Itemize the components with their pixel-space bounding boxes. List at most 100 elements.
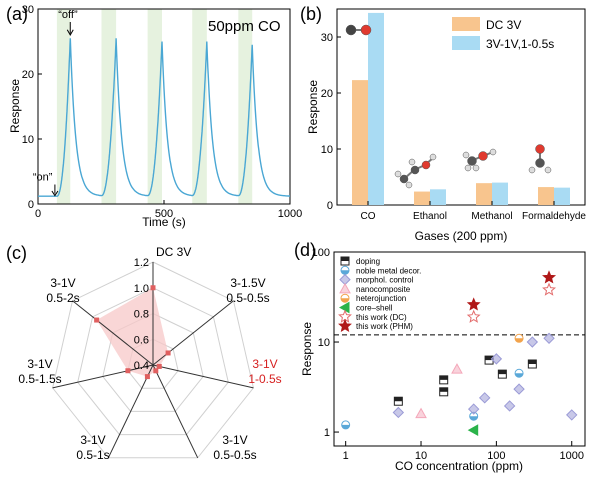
legend-swatch: [452, 17, 480, 31]
co-oxygen-atom: [360, 24, 372, 36]
radar-area: [96, 287, 169, 377]
radar-spoke: [152, 300, 234, 366]
radar-point: [150, 285, 156, 291]
morphol-control-point: [526, 336, 539, 348]
bar-dc: [476, 183, 492, 205]
bar-dc: [414, 191, 430, 205]
bar-pulsed: [430, 189, 446, 205]
panel-d-xlabel: CO concentration (ppm): [395, 459, 523, 473]
morphol-control-point: [503, 400, 516, 412]
noble-metal-decor-point-fill: [515, 373, 524, 378]
panel-d-frame: [333, 251, 586, 447]
radar-point: [125, 368, 131, 374]
radar-point: [144, 374, 150, 380]
legend-marker: [338, 301, 350, 314]
panel-a-annotation: 50ppm CO: [208, 18, 281, 35]
bar-pulsed: [368, 12, 384, 206]
radar-spoke: [152, 364, 254, 389]
legend-label: core–shell: [356, 304, 393, 313]
response-line: [38, 38, 290, 197]
this-work-phm-point: [542, 270, 557, 284]
y-tick-label: 20: [321, 88, 333, 100]
y-tick-label: 30: [22, 4, 34, 16]
legend-label: heterojunction: [356, 294, 406, 303]
radar-point: [153, 368, 159, 374]
y-tick-label: 1: [324, 427, 330, 439]
legend-marker: [339, 282, 351, 294]
morphol-control-point: [467, 403, 480, 415]
this-work-phm-point: [466, 297, 481, 311]
radar-axis-label: DC 3V: [156, 245, 191, 259]
y-tick-label: 0: [28, 199, 34, 211]
radar-spoke: [152, 364, 199, 459]
morphol-control-point: [490, 353, 503, 365]
doping-point-fill: [394, 397, 403, 402]
category-label: Methanol: [471, 211, 512, 222]
ethanol-hydrogen-atom: [429, 153, 437, 161]
category-label: CO: [361, 211, 376, 222]
y-tick-label: 10: [321, 144, 333, 156]
gas-on-band: [101, 9, 117, 204]
nanocomposite-point: [415, 407, 427, 419]
co-carbon-atom: [345, 24, 357, 36]
gas-on-band: [238, 9, 253, 204]
nanocomposite-point: [451, 363, 463, 374]
x-tick-label: 1: [343, 450, 349, 462]
radar-axis-label: 3-1V: [222, 433, 247, 447]
ethanol-hydrogen-atom: [394, 170, 402, 178]
radar-axis-label: 0.5-0.5s: [213, 448, 256, 462]
off-marker-label: “off”: [58, 9, 78, 21]
formaldehyde-carbon-atom: [535, 158, 545, 168]
doping-point-fill: [439, 387, 448, 392]
radar-axis-label: 0.5-1.5s: [18, 372, 61, 386]
radar-axis-label: 0.5-0.5s: [226, 291, 269, 305]
radar-axis-label: 3-1V: [252, 357, 277, 371]
legend-marker: [338, 318, 352, 333]
doping-point-fill: [485, 356, 494, 361]
formaldehyde-hydrogen-atom: [544, 166, 552, 174]
y-tick-label: 10: [22, 134, 34, 146]
doping-point-fill: [498, 370, 507, 375]
x-tick-label: 1000: [559, 450, 583, 462]
this-work-dc-point: [542, 282, 557, 296]
radar-point: [156, 363, 162, 369]
radar-axis-label: 0.5-2s: [46, 291, 79, 305]
legend-label: noble metal decor.: [356, 266, 421, 275]
legend-label: nanocomposite: [356, 285, 411, 294]
radar-spoke: [107, 364, 154, 459]
ring-label: 0.8: [134, 309, 149, 321]
methanol-hydrogen-atom: [472, 164, 480, 172]
panel-a-xlabel: Time (s): [142, 215, 186, 229]
morphol-control-point: [513, 383, 525, 395]
panel-label-a: (a): [6, 4, 28, 24]
radar-ring: [52, 261, 254, 459]
panel-label-d: (d): [294, 240, 316, 260]
ring-label: 1.2: [134, 257, 149, 269]
category-label: Formaldehyde: [522, 211, 586, 222]
legend-label: this work (PHM): [356, 322, 413, 331]
gas-on-band: [192, 9, 207, 204]
morphol-control-point: [392, 406, 405, 419]
legend-swatch: [452, 36, 480, 50]
panel-d: CO concentration (ppm) Response 1 10 100 10…: [300, 247, 586, 473]
noble-metal-decor-point-fill: [469, 416, 478, 421]
panel-a: 50ppm CO Time (s) Response 0 500 1000 0 10 20…: [8, 4, 302, 229]
ethanol-carbon-atom: [399, 174, 409, 184]
x-tick-label: 1000: [278, 208, 302, 220]
x-tick-label: 0: [35, 208, 41, 220]
morphol-control-point: [478, 392, 491, 404]
panel-label-b: (b): [300, 4, 322, 24]
legend-marker-fill: [341, 298, 349, 303]
doping-point-fill: [439, 375, 448, 380]
bar-pulsed: [492, 182, 508, 205]
methanol-oxygen-atom: [478, 151, 488, 161]
panel-d-ylabel: Response: [300, 322, 314, 376]
panel-b: Gases (200 ppm) Response CO Ethanol Methan…: [306, 8, 586, 243]
core-shell-point: [467, 424, 479, 436]
y-tick-label: 0: [327, 200, 333, 212]
doping-point-fill: [528, 360, 537, 365]
radar-ring: [77, 287, 229, 436]
y-tick-label: 10: [318, 337, 330, 349]
radar-spoke: [72, 300, 154, 366]
morphol-control-point: [543, 332, 555, 345]
